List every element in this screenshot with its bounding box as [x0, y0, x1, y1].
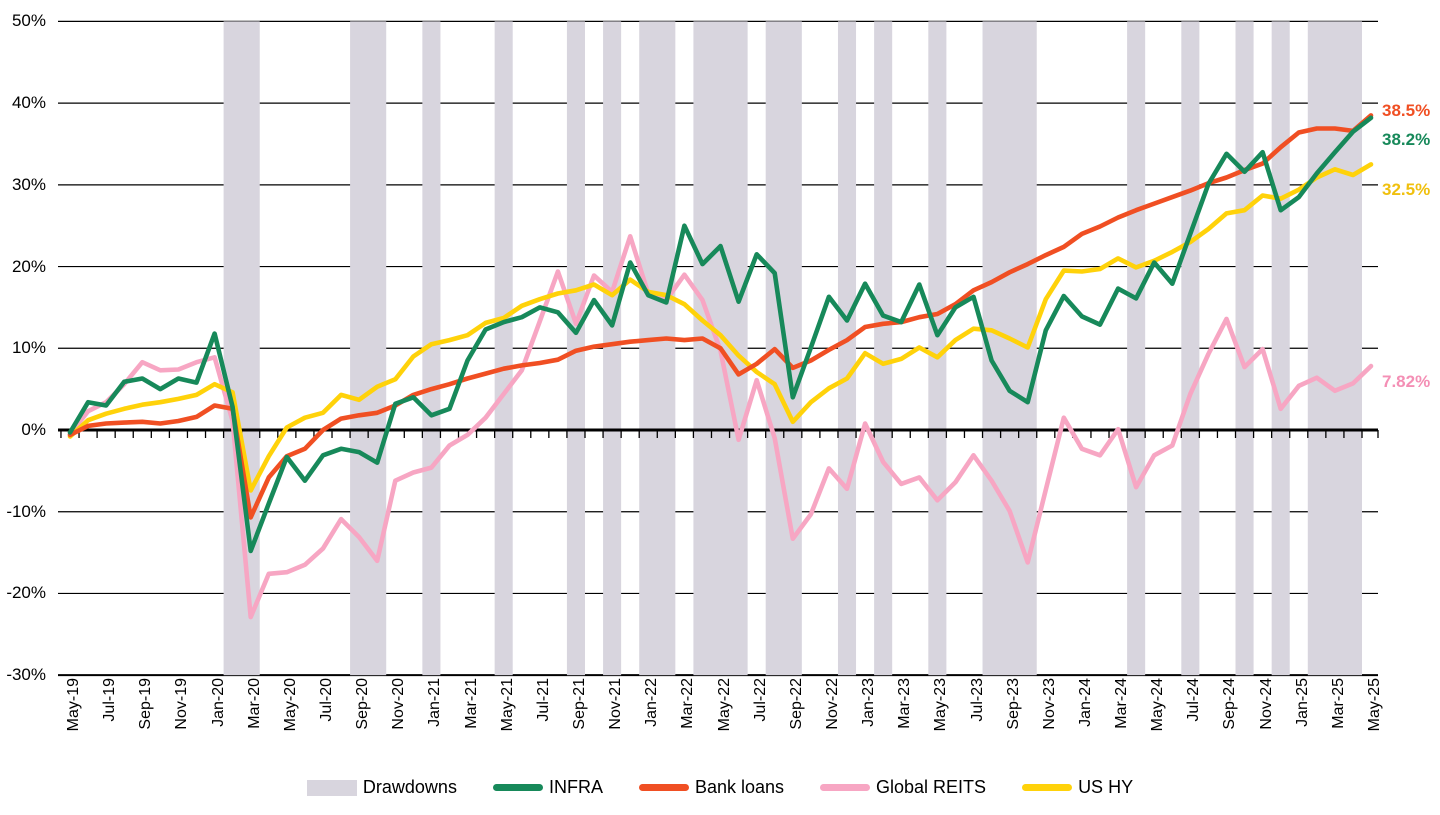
x-axis-label: Nov-21: [607, 678, 625, 730]
x-axis-label: Jan-20: [209, 678, 227, 727]
legend-label: INFRA: [548, 777, 603, 797]
x-axis-label: May-20: [281, 678, 299, 732]
end-label-infra: 38.2%: [1382, 130, 1431, 149]
drawdown-band: [566, 21, 585, 676]
y-axis-label: 0%: [21, 420, 46, 439]
legend-item-drawdowns: Drawdowns: [306, 777, 457, 798]
drawdown-band: [928, 21, 947, 676]
drawdown-band: [874, 21, 893, 676]
y-axis-label: -20%: [6, 583, 46, 603]
x-axis-label: Nov-19: [173, 678, 191, 730]
x-axis-label: Mar-25: [1329, 678, 1347, 729]
drawdown-band: [1181, 21, 1200, 676]
legend-label: Bank loans: [694, 777, 785, 797]
y-axis-label: -30%: [6, 665, 46, 685]
y-axis-label: 40%: [11, 93, 46, 113]
legend: Drawdowns INFRA Bank loans Global REITS US H…: [0, 777, 1440, 798]
y-axis-label: 50%: [11, 11, 46, 31]
legend-label: US HY: [1078, 777, 1134, 797]
series-line-infra: [67, 115, 1374, 554]
x-axis-label: Mar-24: [1113, 678, 1131, 729]
x-axis-label: May-25: [1366, 678, 1384, 732]
drawdown-band: [1235, 21, 1254, 676]
x-axis-label: Sep-24: [1221, 678, 1239, 730]
y-axis-label: 20%: [11, 256, 46, 276]
line-swatch: [1022, 784, 1073, 791]
x-axis-label: Sep-19: [137, 678, 155, 730]
y-axis-label: 10%: [11, 338, 46, 358]
x-axis-label: Nov-23: [1040, 678, 1058, 730]
line-swatch: [638, 784, 689, 791]
end-label-global-reits: 7.82%: [1382, 372, 1431, 391]
x-axis-label: Jul-19: [101, 678, 119, 722]
x-axis-label: Jul-24: [1185, 678, 1203, 722]
drawdown-band: [1127, 21, 1146, 676]
x-axis-label: Nov-20: [390, 678, 408, 730]
x-axis-label: Jul-23: [968, 678, 986, 722]
drawdown-band: [494, 21, 513, 676]
legend-label: Global REITS: [876, 777, 987, 797]
line-swatch: [820, 784, 871, 791]
y-axis-label: -10%: [6, 501, 46, 521]
x-axis-label: May-21: [498, 678, 516, 732]
drawdown-band: [223, 21, 260, 676]
x-axis-label: Jan-25: [1293, 678, 1311, 727]
x-axis-label: Jan-22: [643, 678, 661, 727]
x-axis-label: Mar-22: [679, 678, 697, 729]
y-axis-label: 30%: [11, 174, 46, 194]
x-axis-label: Mar-23: [896, 678, 914, 729]
x-axis-label: Jan-23: [860, 678, 878, 727]
legend-item-infra: INFRA: [492, 777, 603, 798]
x-axis-label: Mar-20: [245, 678, 263, 729]
legend-item-bank-loans: Bank loans: [638, 777, 785, 798]
drawdown-band: [1271, 21, 1290, 676]
x-axis-label: Jul-20: [317, 678, 335, 722]
drawdown-band: [837, 21, 857, 676]
x-axis-label: May-19: [65, 678, 82, 732]
x-axis-label: Sep-22: [787, 678, 805, 730]
x-axis-label: May-22: [715, 678, 733, 732]
legend-label: Drawdowns: [362, 777, 457, 797]
drawdowns-swatch: [306, 779, 357, 796]
x-axis-label: Nov-24: [1257, 678, 1275, 730]
x-axis-label: May-24: [1149, 678, 1167, 732]
x-axis-label: Jan-21: [426, 678, 444, 727]
x-axis-label: Jan-24: [1076, 678, 1094, 727]
x-axis-label: Jul-21: [534, 678, 552, 722]
drawdown-band: [639, 21, 676, 676]
drawdown-band: [603, 21, 622, 676]
x-axis-label: Mar-21: [462, 678, 480, 729]
drawdown-band: [1307, 21, 1363, 676]
x-axis-label: Sep-23: [1004, 678, 1022, 730]
x-axis-label: Jul-22: [751, 678, 769, 722]
drawdown-band: [422, 21, 441, 676]
end-label-us-hy: 32.5%: [1382, 180, 1431, 199]
end-label-bank-loans: 38.5%: [1382, 101, 1431, 120]
x-axis-label: Sep-21: [570, 678, 588, 730]
legend-item-global-reits: Global REITS: [820, 777, 986, 798]
legend-item-us-hy: US HY: [1022, 777, 1133, 798]
line-swatch: [492, 784, 543, 791]
x-axis-label: May-23: [932, 678, 950, 732]
x-axis-label: Nov-22: [823, 678, 841, 730]
drawdown-band: [350, 21, 387, 676]
x-axis-label: Sep-20: [354, 678, 372, 730]
